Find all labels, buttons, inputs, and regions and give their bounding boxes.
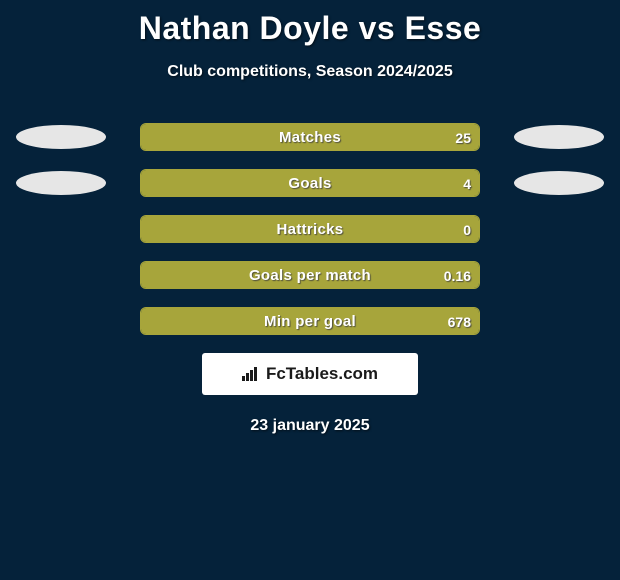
right-ellipse-icon	[514, 125, 604, 149]
bar-label: Goals per match	[141, 262, 479, 288]
bar-value: 4	[463, 170, 471, 196]
bar-value: 25	[455, 124, 471, 150]
bar-container: Hattricks 0	[140, 215, 480, 243]
bar-value: 0	[463, 216, 471, 242]
stat-row: Goals per match 0.16	[0, 261, 620, 289]
bar-value: 0.16	[444, 262, 471, 288]
stat-row: Hattricks 0	[0, 215, 620, 243]
right-ellipse-icon	[514, 171, 604, 195]
bar-container: Matches 25	[140, 123, 480, 151]
bar-chart-icon	[242, 367, 260, 381]
left-ellipse-icon	[16, 171, 106, 195]
subtitle: Club competitions, Season 2024/2025	[0, 63, 620, 81]
bar-value: 678	[448, 308, 471, 334]
bar-label: Goals	[141, 170, 479, 196]
page-title: Nathan Doyle vs Esse	[0, 0, 620, 47]
bar-label: Hattricks	[141, 216, 479, 242]
bar-container: Goals per match 0.16	[140, 261, 480, 289]
bar-label: Min per goal	[141, 308, 479, 334]
brand-badge: FcTables.com	[202, 353, 418, 395]
bar-container: Goals 4	[140, 169, 480, 197]
left-ellipse-icon	[16, 125, 106, 149]
bar-container: Min per goal 678	[140, 307, 480, 335]
stat-row: Min per goal 678	[0, 307, 620, 335]
date-text: 23 january 2025	[0, 417, 620, 435]
stat-row: Goals 4	[0, 169, 620, 197]
bar-label: Matches	[141, 124, 479, 150]
brand-label: FcTables.com	[266, 364, 378, 384]
stat-row: Matches 25	[0, 123, 620, 151]
comparison-rows: Matches 25 Goals 4 Hattricks 0 Goals per…	[0, 123, 620, 335]
